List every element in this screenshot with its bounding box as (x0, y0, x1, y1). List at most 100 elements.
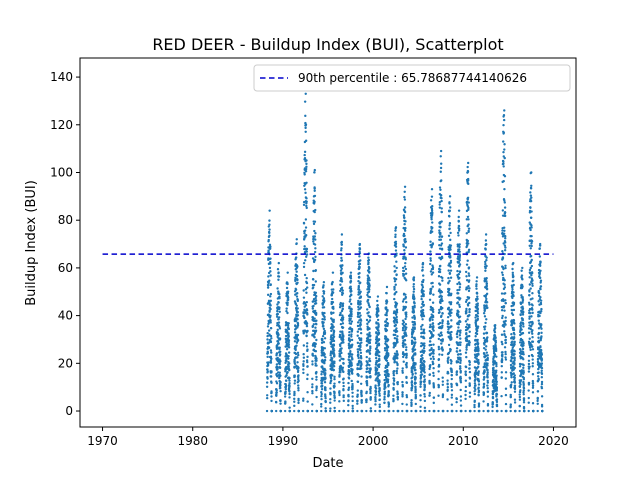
scatter-point (405, 403, 408, 406)
scatter-point (432, 386, 436, 389)
scatter-point (440, 199, 443, 203)
scatter-point (502, 305, 506, 308)
scatter-point (410, 380, 414, 383)
scatter-point (321, 348, 325, 352)
scatter-point (287, 343, 291, 346)
scatter-point (539, 299, 543, 302)
scatter-point (428, 391, 431, 395)
scatter-point (287, 354, 290, 358)
scatter-point (293, 362, 297, 366)
scatter-point (351, 372, 354, 375)
scatter-point (287, 341, 290, 344)
scatter-point (404, 295, 408, 299)
scatter-point (305, 250, 308, 253)
scatter-point (509, 403, 512, 406)
scatter-point (302, 362, 305, 366)
scatter-point (339, 322, 343, 326)
scatter-point (296, 265, 299, 268)
scatter-point (384, 381, 387, 384)
scatter-point (423, 360, 426, 364)
scatter-point (494, 339, 497, 342)
scatter-point (297, 374, 300, 377)
scatter-point (438, 268, 442, 271)
scatter-point (446, 409, 449, 413)
scatter-point (509, 386, 513, 389)
scatter-point (429, 257, 432, 260)
scatter-point (296, 356, 299, 359)
scatter-point (266, 377, 269, 380)
scatter-point (432, 310, 435, 314)
scatter-point (302, 344, 306, 347)
scatter-point (266, 334, 269, 338)
scatter-point (522, 389, 525, 392)
scatter-point (485, 351, 488, 354)
scatter-point (519, 389, 522, 392)
scatter-point (539, 269, 542, 272)
scatter-point (288, 384, 291, 388)
scatter-point (314, 329, 318, 332)
scatter-point (485, 301, 489, 304)
scatter-point (540, 376, 544, 379)
scatter-point (369, 407, 373, 410)
scatter-point (269, 295, 272, 298)
scatter-point (466, 287, 469, 290)
scatter-point (365, 384, 369, 387)
scatter-point (358, 250, 361, 253)
scatter-point (377, 365, 381, 369)
scatter-point (522, 401, 526, 404)
scatter-point (538, 314, 541, 318)
scatter-point (446, 315, 450, 319)
scatter-point (455, 383, 459, 387)
scatter-point (269, 349, 273, 352)
scatter-point (350, 333, 353, 336)
scatter-point (267, 275, 270, 278)
scatter-point (432, 374, 435, 377)
scatter-point (348, 305, 351, 309)
x-tick-label: 1990 (268, 434, 299, 448)
scatter-point (540, 372, 544, 376)
scatter-point (530, 184, 533, 187)
scatter-point (487, 409, 490, 413)
scatter-point (423, 374, 426, 378)
scatter-point (338, 380, 341, 384)
scatter-point (402, 321, 406, 324)
scatter-point (293, 359, 296, 363)
scatter-point (459, 353, 462, 356)
scatter-point (339, 269, 343, 272)
scatter-point (440, 342, 443, 345)
scatter-point (468, 323, 471, 327)
scatter-point (491, 405, 494, 409)
scatter-point (357, 284, 360, 288)
scatter-point (466, 179, 470, 182)
scatter-point (513, 343, 516, 346)
scatter-point (503, 229, 506, 233)
scatter-point (500, 309, 504, 312)
scatter-point (323, 332, 327, 335)
scatter-point (428, 373, 432, 376)
scatter-point (270, 370, 273, 373)
scatter-point (311, 307, 315, 310)
scatter-point (422, 278, 425, 282)
scatter-point (531, 304, 534, 307)
scatter-point (539, 311, 542, 315)
scatter-point (530, 171, 533, 174)
scatter-point (315, 311, 318, 315)
scatter-point (420, 335, 423, 338)
scatter-point (539, 287, 542, 291)
scatter-point (539, 302, 543, 306)
scatter-point (366, 308, 369, 311)
scatter-point (465, 348, 468, 351)
scatter-point (441, 324, 444, 327)
scatter-point (368, 352, 372, 355)
scatter-point (315, 375, 318, 379)
scatter-point (276, 309, 279, 313)
scatter-point (276, 328, 279, 332)
scatter-point (538, 271, 542, 275)
scatter-point (440, 290, 444, 294)
scatter-point (302, 368, 305, 371)
scatter-point (439, 170, 442, 173)
chart-title: RED DEER - Buildup Index (BUI), Scatterp… (152, 35, 503, 54)
scatter-point (378, 380, 381, 384)
scatter-point (540, 353, 543, 356)
scatter-point (486, 306, 489, 310)
